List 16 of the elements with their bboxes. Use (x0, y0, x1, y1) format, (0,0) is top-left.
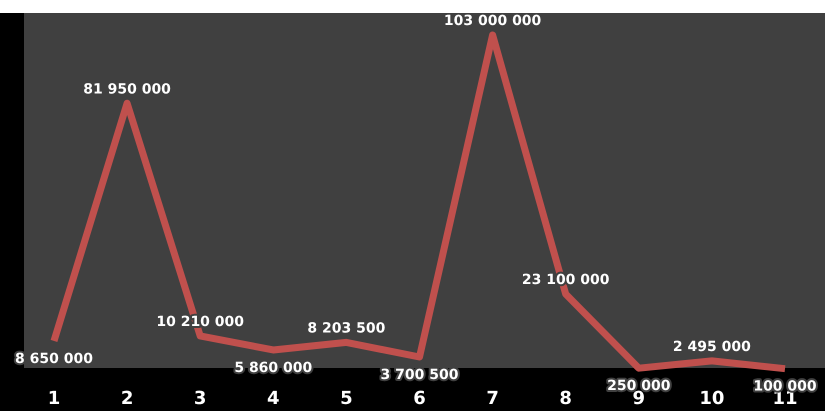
x-tick-label: 10 (699, 388, 724, 409)
x-tick-label: 8 (559, 388, 572, 409)
x-tick-label: 2 (120, 388, 134, 409)
data-label: 103 000 000 (444, 13, 542, 29)
x-tick-label: 5 (340, 388, 353, 409)
data-label: 81 950 000 (83, 81, 172, 98)
data-label: 2 495 000 (672, 338, 752, 355)
data-label: 5 860 000 (234, 360, 313, 376)
x-tick-label: 6 (413, 388, 426, 409)
data-label: 3 700 500 (380, 367, 459, 383)
x-tick-label: 1 (48, 388, 60, 409)
x-tick-label: 7 (486, 388, 499, 409)
x-tick-label: 4 (267, 388, 280, 409)
data-label: 8 650 000 (15, 350, 94, 367)
data-label: 8 203 500 (307, 320, 386, 336)
x-tick-label: 3 (194, 388, 206, 409)
